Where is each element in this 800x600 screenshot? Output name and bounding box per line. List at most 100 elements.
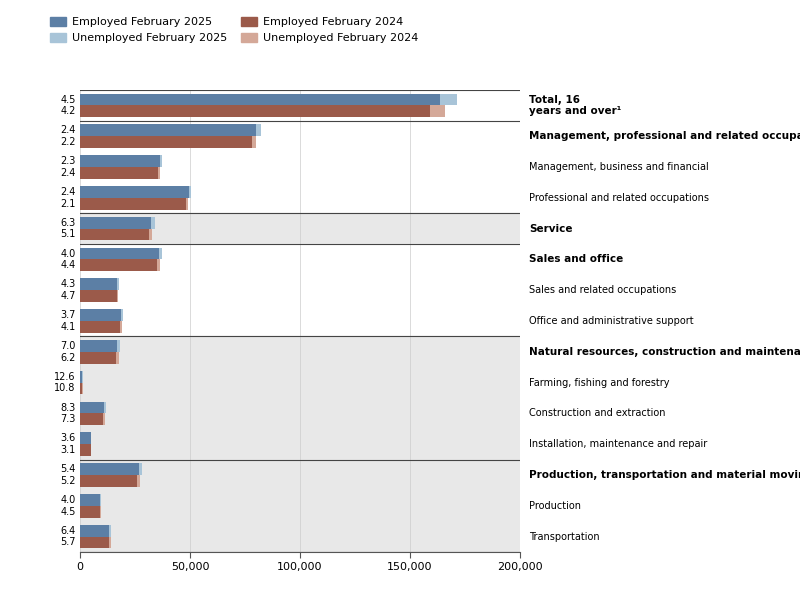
Text: Transportation: Transportation bbox=[529, 532, 599, 542]
Bar bbox=[80, 213, 520, 244]
Bar bbox=[80, 521, 520, 552]
Bar bbox=[80, 340, 117, 352]
Bar bbox=[80, 494, 100, 506]
Text: Farming, fishing and forestry: Farming, fishing and forestry bbox=[529, 377, 670, 388]
Text: 3.7: 3.7 bbox=[60, 310, 75, 320]
Bar bbox=[118, 278, 119, 290]
Bar bbox=[80, 429, 520, 460]
Bar bbox=[80, 198, 186, 209]
Text: Professional and related occupations: Professional and related occupations bbox=[529, 193, 709, 203]
Text: 4.1: 4.1 bbox=[60, 322, 75, 332]
Text: Production: Production bbox=[529, 501, 581, 511]
Bar bbox=[80, 536, 109, 548]
Bar bbox=[80, 506, 100, 518]
Bar bbox=[440, 94, 457, 106]
Bar bbox=[256, 124, 261, 136]
Bar bbox=[80, 278, 118, 290]
Text: 5.2: 5.2 bbox=[60, 476, 75, 486]
Bar bbox=[80, 136, 252, 148]
Bar bbox=[80, 155, 160, 167]
Legend: Employed February 2025, Unemployed February 2025, Employed February 2024, Unempl: Employed February 2025, Unemployed Febru… bbox=[46, 13, 422, 48]
Bar bbox=[117, 340, 119, 352]
Bar bbox=[116, 352, 118, 364]
Text: 6.4: 6.4 bbox=[60, 526, 75, 536]
Text: Natural resources, construction and maintenance: Natural resources, construction and main… bbox=[529, 347, 800, 357]
Bar bbox=[189, 186, 191, 198]
Bar bbox=[80, 124, 256, 136]
Text: 5.1: 5.1 bbox=[60, 229, 75, 239]
Bar bbox=[80, 463, 138, 475]
Text: 4.7: 4.7 bbox=[60, 291, 75, 301]
Bar bbox=[80, 413, 103, 425]
Bar bbox=[109, 525, 111, 536]
Bar bbox=[100, 506, 101, 518]
Bar bbox=[80, 352, 116, 364]
Bar bbox=[80, 106, 430, 117]
Bar bbox=[80, 383, 82, 394]
Text: 4.3: 4.3 bbox=[60, 280, 75, 289]
Text: 4.0: 4.0 bbox=[60, 495, 75, 505]
Bar bbox=[252, 136, 255, 148]
Bar bbox=[80, 371, 82, 383]
Text: 8.3: 8.3 bbox=[60, 403, 75, 413]
Bar bbox=[80, 229, 149, 241]
Text: Management, business and financial: Management, business and financial bbox=[529, 162, 709, 172]
Bar bbox=[80, 275, 520, 305]
Text: 10.8: 10.8 bbox=[54, 383, 75, 394]
Text: Office and administrative support: Office and administrative support bbox=[529, 316, 694, 326]
Bar bbox=[80, 305, 520, 337]
Text: 2.4: 2.4 bbox=[60, 125, 75, 136]
Text: 2.3: 2.3 bbox=[60, 156, 75, 166]
Bar bbox=[80, 367, 520, 398]
Bar bbox=[80, 217, 150, 229]
Text: 4.0: 4.0 bbox=[60, 248, 75, 259]
Text: 7.0: 7.0 bbox=[60, 341, 75, 351]
Bar bbox=[80, 433, 91, 444]
Bar bbox=[430, 106, 445, 117]
Bar bbox=[117, 290, 118, 302]
Bar bbox=[150, 217, 155, 229]
Text: 6.3: 6.3 bbox=[60, 218, 75, 228]
Text: 5.7: 5.7 bbox=[60, 538, 75, 547]
Text: Management, professional and related occupations¹: Management, professional and related occ… bbox=[529, 131, 800, 141]
Text: 2.4: 2.4 bbox=[60, 187, 75, 197]
Bar bbox=[80, 90, 520, 121]
Text: 2.4: 2.4 bbox=[60, 168, 75, 178]
Text: Sales and office: Sales and office bbox=[529, 254, 623, 265]
Bar bbox=[80, 401, 104, 413]
Text: 6.2: 6.2 bbox=[60, 353, 75, 362]
Bar bbox=[80, 152, 520, 182]
Bar bbox=[80, 321, 120, 333]
Bar bbox=[80, 398, 520, 429]
Text: 3.1: 3.1 bbox=[60, 445, 75, 455]
Bar bbox=[80, 490, 520, 521]
Bar bbox=[158, 248, 162, 259]
Text: 4.4: 4.4 bbox=[60, 260, 75, 270]
Bar bbox=[104, 401, 106, 413]
Bar bbox=[157, 259, 160, 271]
Bar bbox=[137, 475, 140, 487]
Text: 7.3: 7.3 bbox=[60, 414, 75, 424]
Text: 4.5: 4.5 bbox=[60, 95, 75, 104]
Text: Total, 16
years and over¹: Total, 16 years and over¹ bbox=[529, 95, 621, 116]
Text: 4.5: 4.5 bbox=[60, 506, 75, 517]
Bar bbox=[80, 309, 122, 321]
Text: 3.6: 3.6 bbox=[60, 433, 75, 443]
Text: Installation, maintenance and repair: Installation, maintenance and repair bbox=[529, 439, 707, 449]
Bar bbox=[186, 198, 188, 209]
Text: 2.1: 2.1 bbox=[60, 199, 75, 209]
Text: Service: Service bbox=[529, 224, 572, 233]
Text: Production, transportation and material moving: Production, transportation and material … bbox=[529, 470, 800, 480]
Bar bbox=[149, 229, 152, 241]
Bar bbox=[80, 121, 520, 152]
Bar bbox=[158, 167, 160, 179]
Bar bbox=[80, 182, 520, 213]
Bar bbox=[80, 244, 520, 275]
Bar bbox=[138, 463, 142, 475]
Bar bbox=[80, 259, 157, 271]
Bar bbox=[122, 309, 123, 321]
Bar bbox=[80, 525, 109, 536]
Text: Sales and related occupations: Sales and related occupations bbox=[529, 285, 676, 295]
Bar bbox=[103, 413, 105, 425]
Bar bbox=[80, 94, 440, 106]
